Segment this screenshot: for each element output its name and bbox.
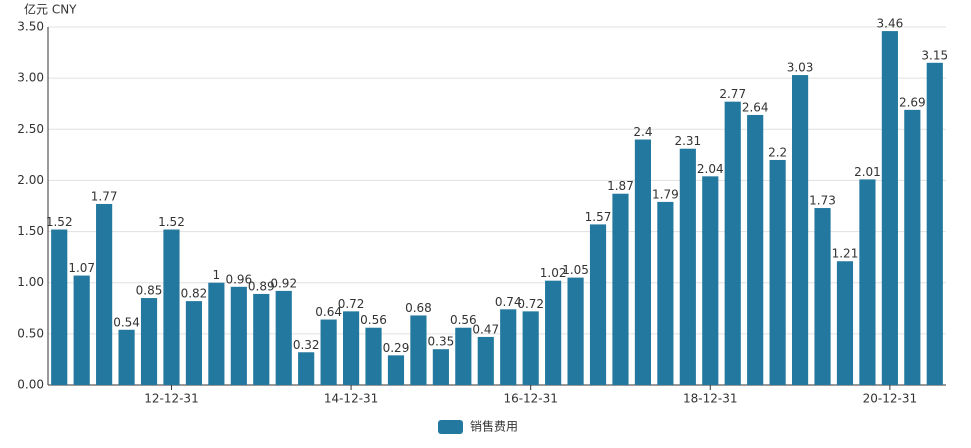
y-tick-label: 1.00 xyxy=(17,275,44,289)
bar xyxy=(657,201,674,385)
bar xyxy=(298,352,315,385)
data-label: 0.85 xyxy=(136,284,163,298)
data-label: 0.56 xyxy=(360,313,387,327)
bar xyxy=(253,293,270,385)
data-label: 1.07 xyxy=(68,261,95,275)
bar xyxy=(96,203,113,385)
data-label: 0.96 xyxy=(225,272,252,286)
bar xyxy=(140,298,158,385)
bar xyxy=(275,290,292,385)
legend-label: 销售费用 xyxy=(470,419,518,434)
data-label: 1.52 xyxy=(158,215,185,229)
bar xyxy=(230,286,247,385)
bar xyxy=(320,319,337,385)
data-label: 1.05 xyxy=(562,263,589,277)
data-label: 0.56 xyxy=(450,313,477,327)
bar xyxy=(859,179,876,385)
data-label: 0.32 xyxy=(293,338,320,352)
bar xyxy=(51,229,68,385)
x-tick-label: 14-12-31 xyxy=(324,392,378,406)
bar xyxy=(163,229,180,385)
bar xyxy=(410,315,427,385)
data-label: 0.89 xyxy=(248,279,275,293)
bar xyxy=(118,329,135,385)
data-label: 2.2 xyxy=(768,145,787,159)
data-label: 0.92 xyxy=(270,276,297,290)
data-label: 2.64 xyxy=(742,100,769,114)
data-label: 0.72 xyxy=(338,297,365,311)
bar xyxy=(365,327,382,385)
bar xyxy=(387,355,405,385)
x-tick-label: 12-12-31 xyxy=(144,392,198,406)
data-label: 1.21 xyxy=(832,247,859,261)
data-label: 2.77 xyxy=(719,87,746,101)
bar xyxy=(73,275,90,385)
data-label: 1.57 xyxy=(585,210,612,224)
data-label: 1.87 xyxy=(607,179,634,193)
y-tick-label: 1.50 xyxy=(17,224,44,238)
data-label: 2.31 xyxy=(674,134,701,148)
legend-swatch xyxy=(438,420,463,434)
data-label: 2.01 xyxy=(854,165,881,179)
y-tick-label: 0.00 xyxy=(17,378,44,392)
bar xyxy=(545,280,562,385)
data-label: 0.47 xyxy=(472,322,499,336)
bar xyxy=(926,62,943,386)
data-label: 0.35 xyxy=(428,335,455,349)
bar xyxy=(836,261,854,385)
data-label: 0.64 xyxy=(315,305,342,319)
data-label: 0.54 xyxy=(113,315,140,329)
bar xyxy=(791,75,809,386)
bar xyxy=(432,349,449,385)
data-label: 3.15 xyxy=(921,48,948,62)
data-label: 1.79 xyxy=(652,187,679,201)
data-label: 1.73 xyxy=(809,194,836,208)
data-label: 0.68 xyxy=(405,301,432,315)
y-tick-label: 3.00 xyxy=(17,71,44,85)
bar xyxy=(724,101,741,385)
data-label: 0.72 xyxy=(517,297,544,311)
data-label: 0.74 xyxy=(495,295,522,309)
bar xyxy=(881,31,898,385)
y-tick-label: 2.00 xyxy=(17,173,44,187)
x-tick-label: 20-12-31 xyxy=(863,392,917,406)
y-tick-label: 2.50 xyxy=(17,122,44,136)
data-label: 1 xyxy=(213,268,221,282)
data-label: 0.82 xyxy=(181,287,208,301)
y-tick-label: 3.50 xyxy=(17,20,44,34)
data-label: 2.04 xyxy=(697,162,724,176)
data-label: 2.69 xyxy=(899,95,926,109)
data-label: 0.29 xyxy=(383,341,410,355)
bar xyxy=(612,193,629,385)
data-label: 1.52 xyxy=(46,215,73,229)
bar xyxy=(185,301,203,385)
bar xyxy=(500,309,517,385)
y-tick-label: 0.50 xyxy=(17,326,44,340)
bar xyxy=(634,139,652,385)
bar xyxy=(814,208,831,385)
bar xyxy=(589,224,607,385)
bar xyxy=(455,327,472,385)
bar xyxy=(208,282,225,385)
bar xyxy=(769,159,786,385)
data-label: 1.02 xyxy=(540,266,567,280)
bar xyxy=(567,277,584,385)
data-label: 1.77 xyxy=(91,189,118,203)
bar xyxy=(702,176,719,385)
data-label: 3.03 xyxy=(787,61,814,75)
data-label: 2.4 xyxy=(633,125,652,139)
bar xyxy=(477,336,494,385)
bar xyxy=(522,311,539,385)
y-axis-name: 亿元 CNY xyxy=(24,2,77,17)
bar xyxy=(904,109,921,385)
bar xyxy=(679,148,696,385)
data-label: 3.46 xyxy=(877,17,904,31)
x-tick-label: 18-12-31 xyxy=(683,392,737,406)
bar xyxy=(342,311,360,385)
x-tick-label: 16-12-31 xyxy=(503,392,557,406)
bar xyxy=(747,114,764,386)
